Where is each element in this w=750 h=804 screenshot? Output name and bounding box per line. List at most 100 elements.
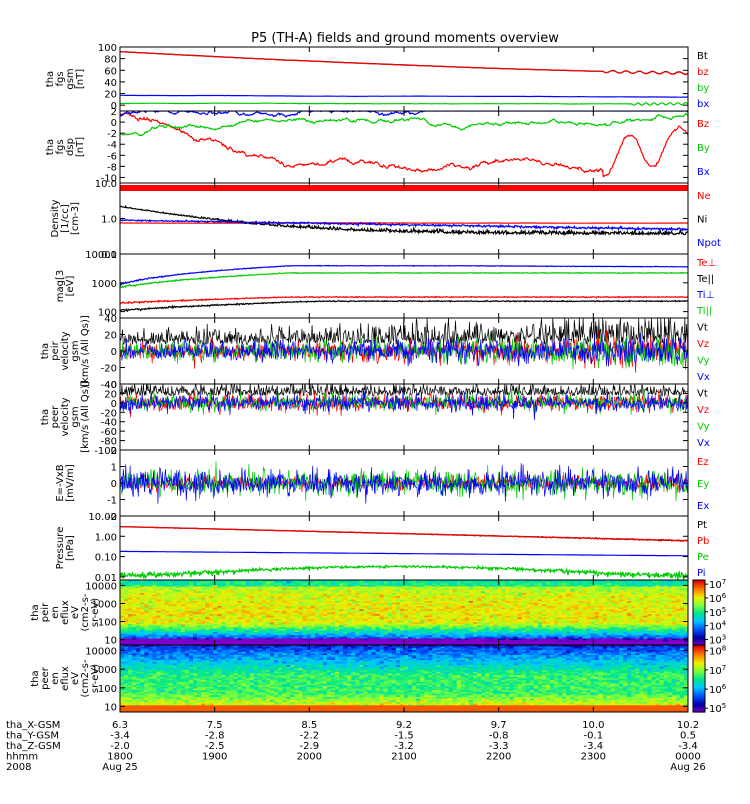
legend-item: Ne <box>697 191 711 202</box>
series-line-Pb <box>120 527 688 542</box>
y-tick-label: 10.0 <box>95 179 117 190</box>
series-line-by <box>120 103 688 106</box>
legend-item: Pt <box>697 520 707 531</box>
legend-item: Bz <box>697 119 709 130</box>
legend-4: Te⊥ Te|| Ti⊥ Ti|| <box>696 258 716 317</box>
y-tick-label: 20 <box>104 331 117 342</box>
legend-item: Ey <box>697 479 709 490</box>
y-axis-label: [eV] <box>65 276 76 297</box>
legend-2: Bz By Bx <box>697 119 710 178</box>
legend-item: Pe <box>697 552 709 563</box>
panel-plot-area <box>120 527 688 581</box>
series-line-bx <box>120 95 688 97</box>
y-tick-label: -20 <box>101 408 117 419</box>
y-axis-label: [nT] <box>75 69 86 89</box>
y-tick-label: -6 <box>107 151 117 162</box>
legend-item: Vz <box>697 405 709 416</box>
y-axis-label: [km/s (All Qs)] <box>80 315 91 387</box>
legend-item: Ni <box>697 215 707 226</box>
legend-item: Vy <box>697 421 710 432</box>
y-tick-label: 1.0 <box>101 215 117 226</box>
series-line-Ni <box>120 206 688 235</box>
legend-item: Vx <box>697 438 710 449</box>
legend-item: Te⊥ <box>696 258 716 269</box>
legend-item: Ez <box>697 457 709 468</box>
legend-item: Vz <box>697 339 709 350</box>
y-tick-label: 10000 <box>85 250 117 261</box>
y-tick-label: 40 <box>104 380 117 391</box>
panel-plot-area <box>120 185 688 235</box>
y-tick-label: -2 <box>107 129 117 140</box>
y-tick-label: 0 <box>111 118 117 129</box>
series-line-Ti|| <box>120 273 688 288</box>
y-tick-label: 1 <box>111 463 117 474</box>
series-line-Npot <box>120 220 688 231</box>
legend-item: Bt <box>697 51 708 62</box>
y-tick-label: 0 <box>111 347 117 358</box>
series-line-Pi <box>120 551 688 555</box>
panel-plot-area <box>120 384 688 420</box>
y-tick-label: 80 <box>104 55 117 66</box>
panel-frame <box>120 254 688 318</box>
y-tick-label: -20 <box>101 364 117 375</box>
y-tick-label: -4 <box>107 140 117 151</box>
y-axis-label: [km/s (All Qs)] <box>80 381 91 453</box>
legend-item: Ti|| <box>696 306 712 317</box>
y-axis-label: [nT] <box>75 137 86 157</box>
y-tick-label: 10.00 <box>88 512 117 523</box>
y-tick-label: 60 <box>104 66 117 77</box>
legend-item: Te|| <box>696 274 714 285</box>
legend-item: by <box>697 83 709 94</box>
panel-plot-area <box>120 52 688 105</box>
legend-item: bz <box>697 67 709 78</box>
y-tick-label: -60 <box>101 427 117 438</box>
y-tick-label: 40 <box>104 78 117 89</box>
legend-item: Vx <box>697 372 710 383</box>
y-tick-label: 0.10 <box>95 553 117 564</box>
y-axis-label: [cm-3] <box>70 202 81 235</box>
legend-item: By <box>697 143 710 154</box>
y-tick-label: -1 <box>107 496 117 507</box>
figure-title: P5 (TH-A) fields and ground moments over… <box>251 31 559 46</box>
y-tick-label: 1000 <box>92 279 117 290</box>
y-tick-label: 2 <box>111 446 117 457</box>
y-tick-label: 40 <box>104 314 117 325</box>
legend-item: Ex <box>697 501 709 512</box>
y-tick-label: -8 <box>107 162 117 173</box>
panel-plot-area <box>120 461 688 504</box>
y-tick-label: 100 <box>98 43 117 54</box>
legend-7: Ez Ey Ex <box>697 457 709 512</box>
y-tick-label: 0 <box>111 479 117 490</box>
series-line-Bz <box>120 113 688 177</box>
legend-item: Bx <box>697 167 710 178</box>
legend-item: Vy <box>697 355 710 366</box>
y-tick-label: -40 <box>101 418 117 429</box>
series-line-Te⊥ <box>120 296 688 303</box>
panel-plot-area <box>120 318 688 373</box>
y-tick-label: 20 <box>104 389 117 400</box>
series-line-Te|| <box>120 301 688 312</box>
series-line-By <box>120 114 688 136</box>
panel-plot-area <box>120 580 689 646</box>
panel-plot-area <box>120 111 688 177</box>
y-tick-label: 20 <box>104 90 117 101</box>
series-line-Ti⊥ <box>120 265 688 285</box>
legend-item: Ti⊥ <box>696 290 714 301</box>
